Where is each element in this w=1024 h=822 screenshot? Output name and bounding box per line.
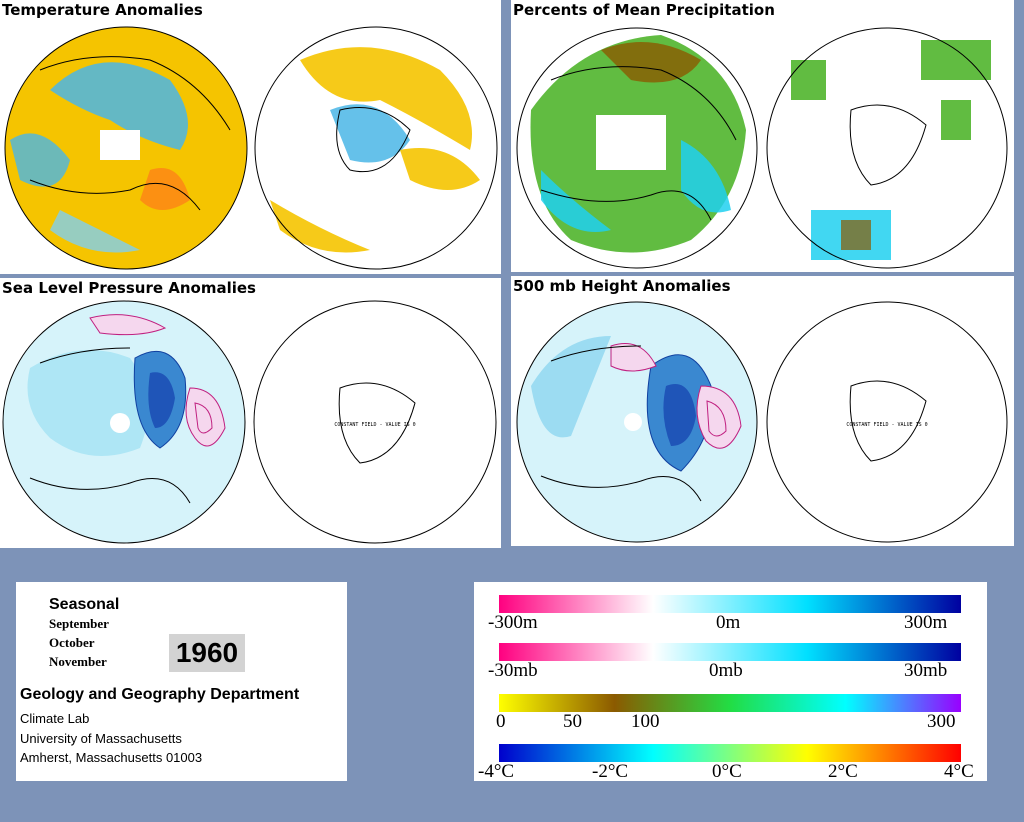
height500-maps: CONSTANT FIELD - VALUE IS 0 [516, 301, 1008, 543]
temp-label-2: 2°C [828, 761, 858, 782]
slp-panel-title: Sea Level Pressure Anomalies [0, 278, 258, 298]
height-color-bar [499, 595, 961, 613]
pressure-label-max: 30mb [904, 660, 948, 681]
season-label: Seasonal [49, 596, 120, 613]
sea-level-pressure-panel: Sea Level Pressure Anomalies CONSTANT FI… [0, 278, 501, 548]
height-label-max: 300m [904, 612, 948, 633]
precipitation-panel-title: Percents of Mean Precipitation [511, 0, 777, 20]
temp-color-bar [499, 744, 961, 762]
month-1: September [49, 616, 109, 631]
year-display: 1960 [169, 634, 245, 672]
slp-maps: CONSTANT FIELD - VALUE IS 0 [2, 300, 497, 544]
slp-constant-field-note: CONSTANT FIELD - VALUE IS 0 [334, 422, 415, 428]
address-line-2: University of Massachusetts [20, 731, 182, 746]
address-line-3: Amherst, Massachusetts 01003 [20, 750, 203, 765]
height500-north-hemisphere-map [516, 301, 758, 543]
temp-label-4: 4°C [944, 761, 974, 782]
temp-label-0: 0°C [712, 761, 742, 782]
info-box: Seasonal September October November 1960… [16, 582, 347, 781]
precipitation-maps [516, 27, 1008, 269]
department-name: Geology and Geography Department [20, 686, 300, 703]
temperature-north-hemisphere-map [4, 26, 248, 270]
precip-label-50: 50 [563, 711, 582, 732]
pressure-label-min: -30mb [488, 660, 538, 681]
slp-south-hemisphere-map: CONSTANT FIELD - VALUE IS 0 [253, 300, 497, 544]
month-2: October [49, 635, 95, 650]
slp-north-hemisphere-map [2, 300, 246, 544]
precip-label-100: 100 [631, 711, 660, 732]
temperature-anomalies-panel: Temperature Anomalies [0, 0, 501, 274]
precipitation-panel: Percents of Mean Precipitation [511, 0, 1014, 272]
temp-label-minus2: -2°C [592, 761, 629, 782]
precip-label-300: 300 [927, 711, 956, 732]
height-label-mid: 0m [716, 612, 741, 633]
temp-label-minus4: -4°C [478, 761, 515, 782]
color-scale-legend: -300m 0m 300m -30mb 0mb 30mb 0 50 100 30… [474, 582, 987, 782]
temperature-panel-title: Temperature Anomalies [0, 0, 205, 20]
height500-panel-title: 500 mb Height Anomalies [511, 276, 733, 296]
precip-color-bar [499, 694, 961, 712]
precip-label-0: 0 [496, 711, 506, 732]
pressure-color-bar [499, 643, 961, 661]
pressure-label-mid: 0mb [709, 660, 743, 681]
height500-south-hemisphere-map: CONSTANT FIELD - VALUE IS 0 [766, 301, 1008, 543]
height-label-min: -300m [488, 612, 538, 633]
precipitation-south-hemisphere-map [766, 27, 1008, 269]
temperature-south-hemisphere-map [254, 26, 498, 270]
month-3: November [49, 654, 107, 669]
height-500mb-panel: 500 mb Height Anomalies CONSTANT FIELD -… [511, 276, 1014, 546]
height500-constant-field-note: CONSTANT FIELD - VALUE IS 0 [846, 422, 927, 428]
precipitation-north-hemisphere-map [516, 27, 758, 269]
address-line-1: Climate Lab [20, 711, 90, 726]
temperature-maps [4, 26, 498, 270]
